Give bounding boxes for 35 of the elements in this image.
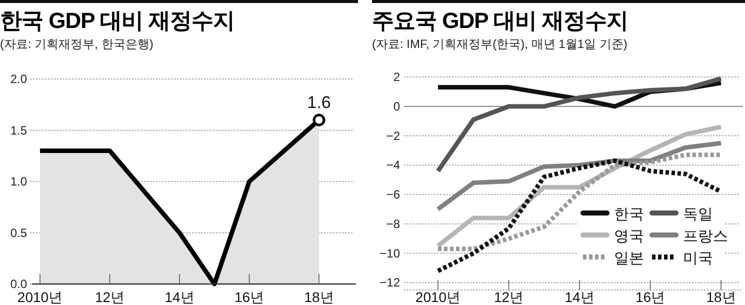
x-tick-label: 16년	[234, 289, 264, 305]
y-tick-label: −10	[380, 246, 400, 260]
y-tick-label: 0.0	[10, 277, 28, 291]
y-tick-label: −8	[386, 216, 400, 231]
y-tick-label: −4	[386, 158, 400, 172]
y-tick-label: −2	[386, 128, 400, 143]
y-tick-label: 1.5	[10, 123, 28, 138]
x-tick-label: 16년	[635, 289, 666, 305]
chart-subtitle: (자료: IMF, 기획재정부(한국), 매년 1월1일 기준)	[372, 36, 628, 53]
x-tick-label: 18년	[304, 289, 334, 305]
x-tick-label: 2010년	[17, 289, 63, 305]
y-tick-label: 0.5	[10, 226, 28, 240]
chart-subtitle: (자료: 기획재정부, 한국은행)	[0, 36, 154, 53]
x-tick-label: 12년	[494, 289, 524, 305]
chart-title: 한국 GDP 대비 재정수지	[0, 7, 235, 35]
x-tick-label: 18년	[706, 289, 736, 305]
y-tick-label: 1.0	[10, 174, 28, 188]
chart-title: 주요국 GDP 대비 재정수지	[372, 7, 628, 35]
legend-label: 독일	[683, 206, 713, 223]
x-tick-label: 14년	[564, 289, 594, 305]
y-tick-label: 2.0	[10, 72, 28, 86]
y-tick-label: −12	[380, 276, 400, 290]
legend-label: 일본	[614, 250, 644, 267]
y-tick-label: 0	[393, 99, 400, 114]
y-tick-label: 2	[393, 70, 400, 84]
data-label: 1.6	[307, 93, 331, 112]
x-tick-label: 14년	[164, 289, 194, 305]
legend-label: 프랑스	[683, 228, 728, 245]
legend-label: 한국	[614, 206, 644, 223]
legend-label: 미국	[683, 250, 713, 267]
legend-label: 영국	[614, 228, 644, 245]
line-series	[436, 76, 724, 174]
x-tick-label: 2010년	[415, 289, 461, 305]
x-tick-label: 12년	[94, 289, 125, 305]
y-tick-label: −6	[386, 188, 400, 202]
